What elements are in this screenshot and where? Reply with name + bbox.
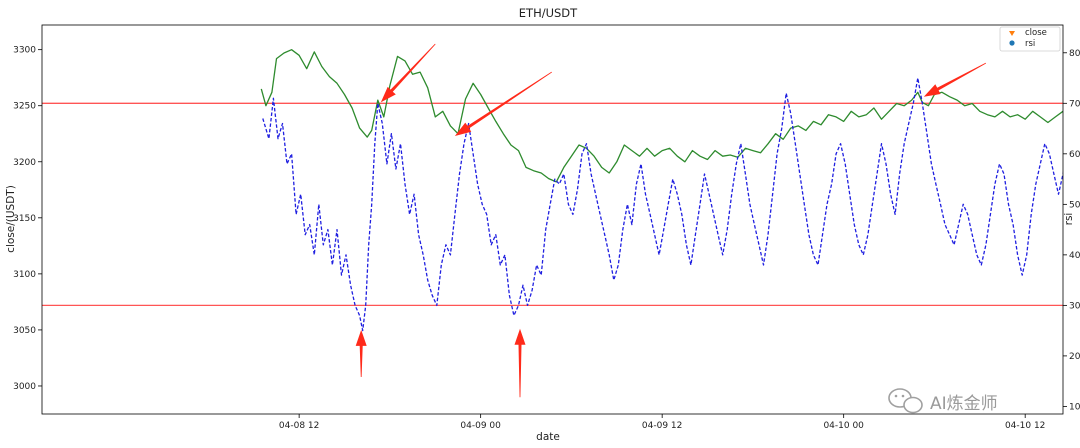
y-axis-left-title: close/(USDT) bbox=[5, 185, 17, 253]
annotation-arrow-3 bbox=[355, 329, 367, 377]
y-left-tick-label: 3000 bbox=[13, 382, 36, 392]
annotation-arrow-5 bbox=[923, 62, 986, 97]
legend-rsi-label: rsi bbox=[1025, 39, 1035, 49]
plot-area-frame bbox=[41, 24, 1064, 415]
x-tick-label: 04-09 00 bbox=[460, 421, 501, 431]
watermark-text: AI炼金师 bbox=[930, 394, 998, 414]
y-right-tick-label: 20 bbox=[1069, 352, 1080, 362]
y-axis-left: 3000 3050 3100 3150 3200 3250 3300 bbox=[13, 46, 42, 392]
y-right-tick-label: 80 bbox=[1069, 49, 1080, 59]
legend-close-label: close bbox=[1025, 28, 1047, 38]
x-axis-title: date bbox=[536, 431, 560, 443]
chart-title: ETH/USDT bbox=[519, 6, 578, 20]
y-right-tick-label: 70 bbox=[1069, 99, 1080, 109]
watermark: AI炼金师 bbox=[888, 388, 998, 414]
annotation-arrow-1 bbox=[380, 43, 436, 103]
y-left-tick-label: 3050 bbox=[13, 326, 36, 336]
y-left-tick-label: 3300 bbox=[13, 46, 36, 56]
wechat-icon bbox=[888, 388, 923, 414]
legend-close-marker bbox=[1009, 31, 1015, 36]
y-left-tick-label: 3200 bbox=[13, 158, 36, 168]
y-axis-right-title: rsi bbox=[1063, 213, 1075, 226]
x-tick-label: 04-10 00 bbox=[823, 421, 864, 431]
series-close-line bbox=[260, 49, 1063, 183]
legend: close rsi bbox=[999, 26, 1061, 52]
x-axis: 04-08 12 04-09 00 04-09 12 04-10 00 04-10 12… bbox=[279, 414, 1045, 431]
series-layer bbox=[260, 49, 1063, 332]
y-right-tick-label: 30 bbox=[1069, 301, 1080, 311]
rsi-threshold-lines bbox=[42, 102, 1063, 307]
y-left-tick-label: 3100 bbox=[13, 270, 36, 280]
y-left-tick-label: 3150 bbox=[13, 214, 36, 224]
y-right-tick-label: 40 bbox=[1069, 251, 1080, 261]
x-tick-label: 04-09 12 bbox=[642, 421, 682, 431]
legend-box bbox=[999, 26, 1061, 52]
annotation-arrow-2 bbox=[454, 71, 552, 136]
annotation-arrows bbox=[355, 43, 986, 398]
y-right-tick-label: 60 bbox=[1069, 150, 1080, 160]
x-tick-label: 04-10 12 bbox=[1005, 421, 1045, 431]
y-axis-right: 10 20 30 40 50 60 70 80 bbox=[1063, 49, 1080, 412]
y-right-tick-label: 10 bbox=[1069, 402, 1080, 412]
legend-rsi-marker bbox=[1009, 40, 1015, 46]
x-tick-label: 04-08 12 bbox=[279, 421, 319, 431]
series-rsi-line bbox=[262, 77, 1063, 332]
y-right-tick-label: 50 bbox=[1069, 200, 1080, 210]
annotation-arrow-4 bbox=[514, 328, 526, 398]
y-left-tick-label: 3250 bbox=[13, 102, 36, 112]
